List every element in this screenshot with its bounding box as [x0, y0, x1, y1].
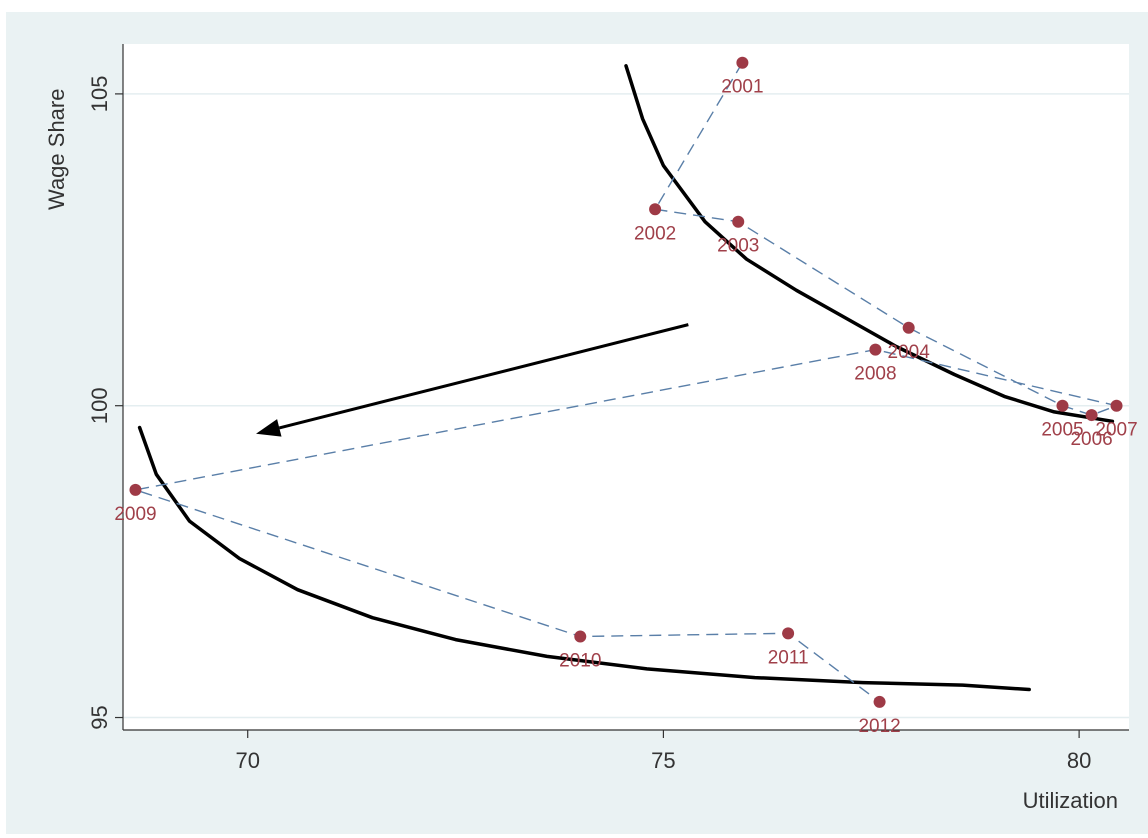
trend-arrow [256, 323, 689, 437]
point-label: 2010 [559, 650, 601, 671]
point-label: 2005 [1041, 420, 1083, 441]
point-label: 2007 [1095, 420, 1137, 441]
point-label: 2001 [721, 77, 763, 98]
point-label: 2004 [888, 342, 931, 363]
data-point [736, 56, 749, 69]
y-tick-label: 95 [87, 705, 112, 729]
data-point [1085, 409, 1098, 422]
data-point [1110, 399, 1123, 412]
point-label: 2012 [858, 716, 900, 737]
point-label: 2008 [854, 364, 896, 385]
y-tick-label: 100 [87, 387, 112, 424]
upper-curve [624, 64, 1115, 424]
data-point [902, 321, 915, 334]
data-point [1056, 399, 1069, 412]
plot-area [123, 44, 1129, 730]
data-point [129, 483, 142, 496]
data-points [129, 56, 1123, 708]
grid [123, 93, 1129, 719]
y-tick-label: 105 [87, 76, 112, 113]
x-axis-title: Utilization [1023, 788, 1118, 813]
y-axis-title: Wage Share [44, 89, 69, 210]
x-tick-label: 75 [651, 748, 675, 773]
x-tick-label: 70 [235, 748, 259, 773]
lower-curve [137, 425, 1031, 692]
point-label: 2003 [717, 236, 759, 257]
point-label: 2006 [1070, 429, 1112, 450]
fitted-curves [137, 64, 1115, 692]
point-label: 2009 [114, 504, 156, 525]
point-label: 2002 [634, 223, 676, 244]
arrow-head [256, 419, 282, 437]
data-point [782, 627, 795, 640]
data-point [574, 630, 587, 643]
axes: 95 100 105 70 75 80 [87, 44, 1129, 773]
x-tick-label: 80 [1067, 748, 1091, 773]
data-point [732, 215, 745, 228]
data-point [873, 695, 886, 708]
data-point [869, 343, 882, 356]
dashed-connector [132, 62, 1119, 703]
point-label: 2011 [768, 647, 809, 668]
dashed-path [132, 62, 1119, 703]
arrow-shaft [278, 323, 689, 430]
data-point [649, 203, 662, 216]
